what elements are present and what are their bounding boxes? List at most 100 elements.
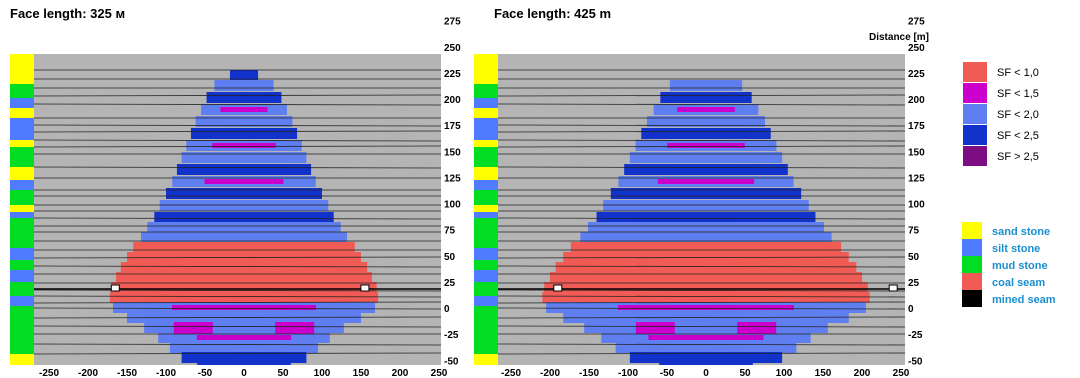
strata-legend-swatch — [962, 239, 982, 256]
bedding-line — [497, 352, 906, 355]
strata-column-band — [474, 354, 498, 365]
sf-legend-swatch — [963, 125, 987, 145]
safety-factor-zone — [181, 152, 307, 163]
strata-column-band — [10, 212, 34, 218]
x-tick-label: -250 — [39, 368, 59, 378]
safety-factor-zone — [144, 322, 344, 333]
safety-factor-zone — [603, 200, 809, 211]
sf-legend-swatch — [963, 146, 987, 166]
bedding-line — [33, 145, 442, 148]
strata-legend-label: coal seam — [992, 277, 1045, 289]
y-tick-label: 150 — [908, 147, 925, 158]
safety-factor-zone — [195, 116, 293, 127]
x-tick-label: 0 — [703, 368, 709, 378]
x-tick-label: 0 — [241, 368, 247, 378]
safety-factor-zone — [618, 305, 794, 310]
safety-factor-zone — [190, 128, 298, 139]
y-tick-label: -25 — [444, 330, 459, 341]
x-tick-label: -50 — [660, 368, 675, 378]
safety-factor-zone — [624, 164, 788, 175]
safety-factor-zone — [667, 143, 745, 148]
bedding-line — [497, 256, 906, 259]
x-tick-label: -50 — [198, 368, 213, 378]
strata-column-band — [10, 118, 34, 140]
safety-factor-zone — [133, 242, 355, 253]
safety-factor-zone — [109, 292, 379, 303]
bedding-line — [497, 94, 906, 97]
x-tick-label: -200 — [540, 368, 560, 378]
safety-factor-zone — [212, 143, 276, 148]
sf-legend-swatch — [963, 83, 987, 103]
strata-column-band — [474, 84, 498, 98]
strata-column-band — [10, 54, 34, 84]
panel-1-title: Face length: 325 м — [10, 6, 125, 21]
safety-factor-zone — [171, 305, 317, 310]
safety-factor-zone — [549, 272, 863, 283]
safety-factor-zone — [596, 212, 816, 223]
bedding-line — [497, 325, 906, 328]
y-tick-label: 225 — [444, 69, 461, 80]
bedding-line — [497, 316, 906, 319]
safety-factor-zone — [610, 188, 802, 199]
safety-factor-zone — [154, 212, 334, 223]
strata-column-band — [10, 248, 34, 260]
strata-column-band — [10, 306, 34, 312]
strata-legend-label: mud stone — [992, 260, 1048, 272]
strata-column-band — [474, 212, 498, 218]
bedding-line — [33, 352, 442, 355]
y-tick-label: 200 — [908, 95, 925, 106]
strata-column-band — [10, 296, 34, 306]
bedding-line — [497, 343, 906, 346]
bedding-line — [497, 166, 906, 169]
bedding-line — [497, 217, 906, 220]
x-tick-label: 100 — [314, 368, 331, 378]
bedding-line — [497, 124, 906, 127]
strata-legend-label: sand stone — [992, 226, 1050, 238]
bedding-line — [33, 343, 442, 346]
strata-legend-swatch — [962, 273, 982, 290]
safety-factor-zone — [176, 164, 312, 175]
sf-legend-label: SF > 2,5 — [997, 151, 1039, 163]
y-tick-label: 150 — [444, 147, 461, 158]
safety-factor-zone — [159, 200, 329, 211]
y-tick-label: 275 — [908, 17, 925, 28]
pillar-marker — [110, 284, 120, 292]
bedding-line — [497, 289, 906, 292]
sf-legend-swatch — [963, 104, 987, 124]
safety-factor-zone — [196, 335, 292, 340]
y-tick-label: 75 — [444, 226, 456, 237]
safety-factor-zone — [229, 70, 259, 81]
safety-factor-zone — [544, 282, 868, 293]
bedding-line — [497, 295, 906, 298]
x-tick-label: -200 — [78, 368, 98, 378]
bedding-line — [33, 316, 442, 319]
safety-factor-zone — [641, 128, 771, 139]
safety-factor-zone — [204, 179, 284, 184]
safety-factor-zone — [166, 188, 322, 199]
safety-factor-zone — [669, 80, 743, 91]
strata-column-band — [474, 167, 498, 180]
panel-2: 2752502252001751501251007550250-25-50-75… — [474, 17, 925, 378]
y-tick-label: 250 — [444, 43, 461, 54]
bedding-line — [497, 145, 906, 148]
y-tick-label: -50 — [444, 356, 459, 367]
x-tick-label: 50 — [277, 368, 289, 378]
sf-legend-label: SF < 1,0 — [997, 67, 1039, 79]
strata-column-band — [10, 205, 34, 212]
y-tick-label: 275 — [444, 17, 461, 28]
strata-column-band — [474, 260, 498, 270]
bedding-line — [497, 265, 906, 268]
bedding-line — [33, 166, 442, 169]
strata-legend-swatch — [962, 290, 982, 307]
distance-axis-label: Distance [m] — [869, 32, 929, 43]
x-tick-label: -150 — [579, 368, 599, 378]
y-tick-label: -50 — [908, 356, 923, 367]
bedding-line — [33, 307, 442, 310]
safety-factor-zone — [647, 116, 765, 127]
bedding-line — [33, 94, 442, 97]
x-tick-label: -250 — [501, 368, 521, 378]
safety-factor-zone — [169, 342, 319, 353]
bedding-line — [497, 307, 906, 310]
safety-factor-zone — [648, 335, 764, 340]
strata-column-band — [10, 180, 34, 190]
